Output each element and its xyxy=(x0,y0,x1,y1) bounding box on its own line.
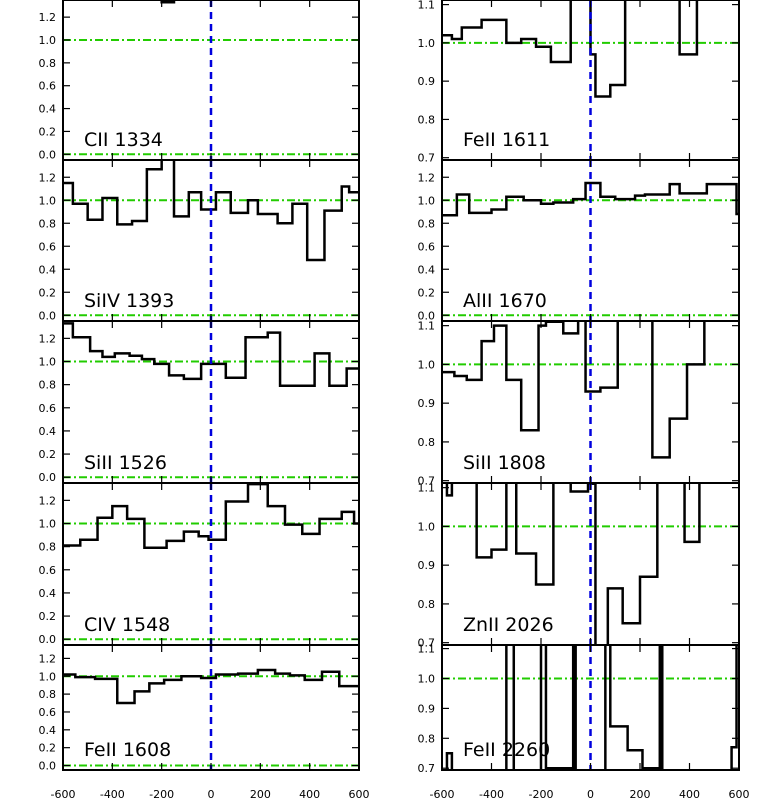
panel-alii-1670: 0.0 0.2 0.4 0.6 0.8 1.0 1.2 AlII 1670 xyxy=(418,160,740,322)
x-tick-label: -200 xyxy=(149,788,174,801)
y-tick-label: 0.4 xyxy=(39,587,57,600)
panel-cii-1334: 0.0 0.2 0.4 0.6 0.8 1.0 1.2 CII 1334 xyxy=(39,0,360,161)
y-tick-label: 0.4 xyxy=(39,103,57,116)
y-tick-label: 1.0 xyxy=(39,194,57,207)
y-tick-label: 1.0 xyxy=(418,37,436,50)
y-tick-label: 1.2 xyxy=(39,171,57,184)
y-tick-label: 0.6 xyxy=(39,402,57,415)
y-tick-label: 1.0 xyxy=(418,358,436,371)
y-tick-label: 1.0 xyxy=(39,356,57,369)
y-tick-label: 0.0 xyxy=(39,633,57,646)
ion-label-alii-1670: AlII 1670 xyxy=(463,290,547,312)
y-tick-label: 0.7 xyxy=(418,152,436,165)
y-tick-label: 1.2 xyxy=(418,171,436,184)
y-tick-label: 0.0 xyxy=(39,148,57,161)
panel-znii-2026: 0.7 0.8 0.9 1.0 1.1 ZnII 2026 xyxy=(418,476,740,650)
y-tick-label: 0.8 xyxy=(39,57,57,70)
y-tick-label: 0.0 xyxy=(39,760,57,773)
ion-label-feii-1611: FeII 1611 xyxy=(463,129,550,151)
y-tick-label: 0.2 xyxy=(39,742,57,755)
y-tick-label: 0.2 xyxy=(39,286,57,299)
y-tick-label: 0.9 xyxy=(418,702,436,715)
y-tick-label: 0.8 xyxy=(418,732,436,745)
ion-label-sii-1526: SiII 1526 xyxy=(84,452,167,474)
x-tick-label: 200 xyxy=(250,788,271,801)
ion-label-znii-2026: ZnII 2026 xyxy=(463,614,554,636)
y-tick-label: 1.1 xyxy=(418,482,436,495)
y-tick-label: 1.0 xyxy=(39,34,57,47)
x-tick-label: 600 xyxy=(729,788,750,801)
y-tick-label: 1.2 xyxy=(39,494,57,507)
y-tick-label: 0.8 xyxy=(418,598,436,611)
x-tick-label: 600 xyxy=(349,788,370,801)
y-tick-label: 0.8 xyxy=(39,217,57,230)
x-tick-label: 400 xyxy=(299,788,320,801)
y-tick-label: 0.9 xyxy=(418,75,436,88)
y-tick-label: 0.4 xyxy=(39,425,57,438)
panel-sii-1526: 0.0 0.2 0.4 0.6 0.8 1.0 1.2 SiII 1526 xyxy=(39,321,360,484)
x-tick-label: 200 xyxy=(630,788,651,801)
y-tick-label: 1.1 xyxy=(418,643,436,656)
panel-feii-1611: 0.7 0.8 0.9 1.0 1.1 FeII 1611 xyxy=(418,0,740,165)
ion-label-cii-1334: CII 1334 xyxy=(84,129,163,151)
y-tick-label: 0.8 xyxy=(418,436,436,449)
panel-feii-2260: 0.7 0.8 0.9 1.0 1.1 FeII 2260 xyxy=(418,640,740,787)
ion-label-feii-1608: FeII 1608 xyxy=(84,739,171,761)
y-tick-label: 0.8 xyxy=(418,113,436,126)
y-tick-label: 1.2 xyxy=(39,652,57,665)
x-tick-label: 400 xyxy=(679,788,700,801)
y-tick-label: 0.9 xyxy=(418,559,436,572)
y-tick-label: 1.2 xyxy=(39,332,57,345)
y-tick-label: 0.6 xyxy=(39,80,57,93)
y-tick-label: 1.1 xyxy=(418,0,436,12)
y-tick-label: 0.6 xyxy=(39,564,57,577)
y-tick-label: 0.7 xyxy=(418,762,436,775)
y-tick-label: 1.0 xyxy=(418,194,436,207)
panel-sii-1808: 0.7 0.8 0.9 1.0 1.1 SiII 1808 xyxy=(418,314,740,488)
y-tick-label: 1.2 xyxy=(39,11,57,24)
x-tick-label: 0 xyxy=(208,788,215,801)
y-tick-label: 0.2 xyxy=(418,286,436,299)
y-tick-label: 1.0 xyxy=(39,670,57,683)
y-tick-label: 0.8 xyxy=(39,379,57,392)
panel-siiv-1393: 0.0 0.2 0.4 0.6 0.8 1.0 1.2 SiIV 1393 xyxy=(39,159,360,322)
y-tick-label: 0.2 xyxy=(39,448,57,461)
panel-civ-1548: 0.0 0.2 0.4 0.6 0.8 1.0 1.2 CIV 1548 xyxy=(39,483,360,646)
spectrum-series-civ-1548 xyxy=(63,484,359,548)
ion-label-feii-2260: FeII 2260 xyxy=(463,739,550,761)
y-tick-label: 0.0 xyxy=(39,471,57,484)
y-tick-label: 0.4 xyxy=(39,724,57,737)
spectrum-series-sii-1526 xyxy=(63,323,359,385)
y-tick-label: 0.2 xyxy=(39,610,57,623)
x-tick-label: 0 xyxy=(587,788,594,801)
y-tick-label: 0.6 xyxy=(418,240,436,253)
y-tick-label: 1.0 xyxy=(418,672,436,685)
x-tick-label: -400 xyxy=(100,788,125,801)
y-tick-label: 0.2 xyxy=(39,125,57,138)
y-tick-label: 0.6 xyxy=(39,706,57,719)
ion-label-civ-1548: CIV 1548 xyxy=(84,614,170,636)
y-tick-label: 0.4 xyxy=(418,263,436,276)
y-tick-label: 0.0 xyxy=(39,309,57,322)
y-tick-label: 1.1 xyxy=(418,320,436,333)
y-tick-label: 0.9 xyxy=(418,397,436,410)
y-tick-label: 0.4 xyxy=(39,263,57,276)
y-tick-label: 0.8 xyxy=(418,217,436,230)
ion-label-siiv-1393: SiIV 1393 xyxy=(84,290,174,312)
panel-feii-1608: 0.0 0.2 0.4 0.6 0.8 1.0 1.2 FeII 1608 xyxy=(39,645,360,773)
x-tick-label: -400 xyxy=(479,788,504,801)
x-tick-label: -600 xyxy=(51,788,76,801)
y-tick-label: 1.0 xyxy=(39,518,57,531)
y-tick-label: 0.8 xyxy=(39,688,57,701)
x-tick-label: -600 xyxy=(430,788,455,801)
x-tick-label: -200 xyxy=(529,788,554,801)
y-tick-label: 0.6 xyxy=(39,240,57,253)
y-tick-label: 1.0 xyxy=(418,520,436,533)
y-tick-label: 0.8 xyxy=(39,541,57,554)
ion-label-sii-1808: SiII 1808 xyxy=(463,452,546,474)
